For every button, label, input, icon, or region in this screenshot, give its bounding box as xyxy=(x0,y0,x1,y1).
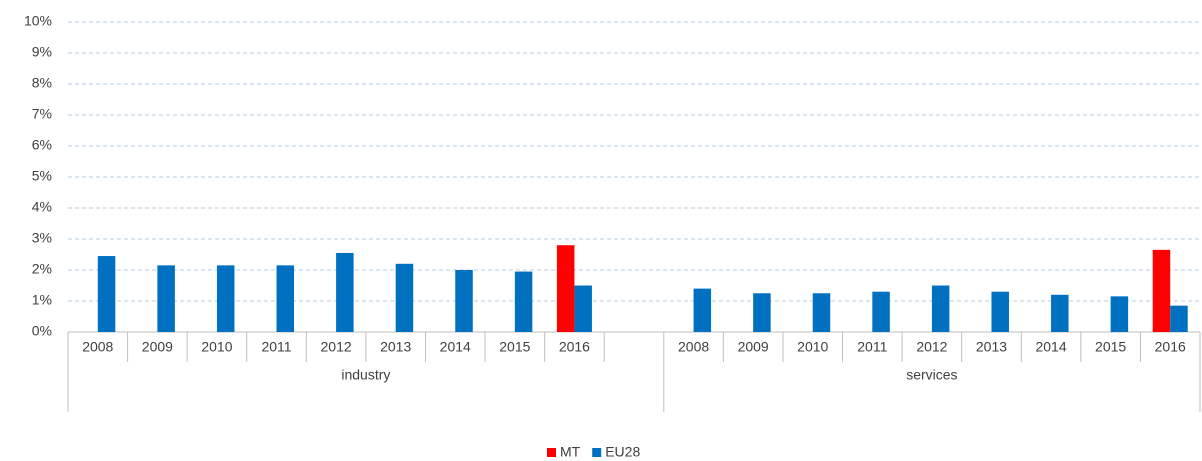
group-label: services xyxy=(906,367,957,383)
bar xyxy=(1170,305,1188,332)
bar xyxy=(556,245,575,332)
x-tick-label: 2013 xyxy=(976,339,1007,355)
x-tick-label: 2016 xyxy=(559,339,590,355)
x-tick-label: 2015 xyxy=(1095,339,1126,355)
x-tick-label: 2009 xyxy=(142,339,173,355)
bar xyxy=(812,293,831,332)
bar xyxy=(336,252,354,332)
bar xyxy=(395,263,414,332)
x-tick-label: 2010 xyxy=(201,339,232,355)
bar xyxy=(276,265,295,332)
x-tick-label: 2014 xyxy=(440,339,471,355)
y-tick-label: 9% xyxy=(32,44,52,60)
bar xyxy=(1110,296,1129,332)
bar xyxy=(753,293,771,332)
x-tick-label: 2008 xyxy=(678,339,709,355)
y-tick-label: 5% xyxy=(32,168,52,184)
bar xyxy=(97,256,116,332)
x-tick-label: 2009 xyxy=(738,339,769,355)
y-tick-label: 1% xyxy=(32,292,52,308)
bar xyxy=(514,271,533,332)
y-tick-label: 10% xyxy=(24,13,52,29)
y-tick-label: 0% xyxy=(32,323,52,339)
y-tick-label: 6% xyxy=(32,137,52,153)
x-tick-label: 2011 xyxy=(857,339,887,355)
legend-label: EU28 xyxy=(605,444,640,460)
y-tick-label: 3% xyxy=(32,230,52,246)
y-tick-label: 4% xyxy=(32,199,52,215)
legend-label: MT xyxy=(560,444,581,460)
y-tick-label: 8% xyxy=(32,75,52,91)
x-tick-label: 2014 xyxy=(1035,339,1066,355)
x-tick-label: 2012 xyxy=(321,339,352,355)
y-tick-label: 7% xyxy=(32,106,52,122)
legend-swatch xyxy=(592,448,602,457)
bar xyxy=(157,265,175,332)
bar xyxy=(872,291,890,332)
x-tick-label: 2012 xyxy=(916,339,947,355)
bar xyxy=(455,270,473,332)
bar xyxy=(1051,294,1069,332)
bar xyxy=(574,285,592,332)
group-label: industry xyxy=(341,367,390,383)
bar xyxy=(216,265,235,332)
bar xyxy=(693,288,712,332)
bar xyxy=(1152,249,1171,332)
y-tick-label: 2% xyxy=(32,261,52,277)
x-tick-label: 2015 xyxy=(499,339,530,355)
bar xyxy=(991,291,1009,332)
x-tick-label: 2010 xyxy=(797,339,828,355)
x-tick-label: 2016 xyxy=(1155,339,1186,355)
x-tick-label: 2013 xyxy=(380,339,411,355)
x-tick-label: 2011 xyxy=(261,339,291,355)
bar xyxy=(931,285,950,332)
legend-swatch xyxy=(547,448,556,457)
x-tick-label: 2008 xyxy=(82,339,113,355)
